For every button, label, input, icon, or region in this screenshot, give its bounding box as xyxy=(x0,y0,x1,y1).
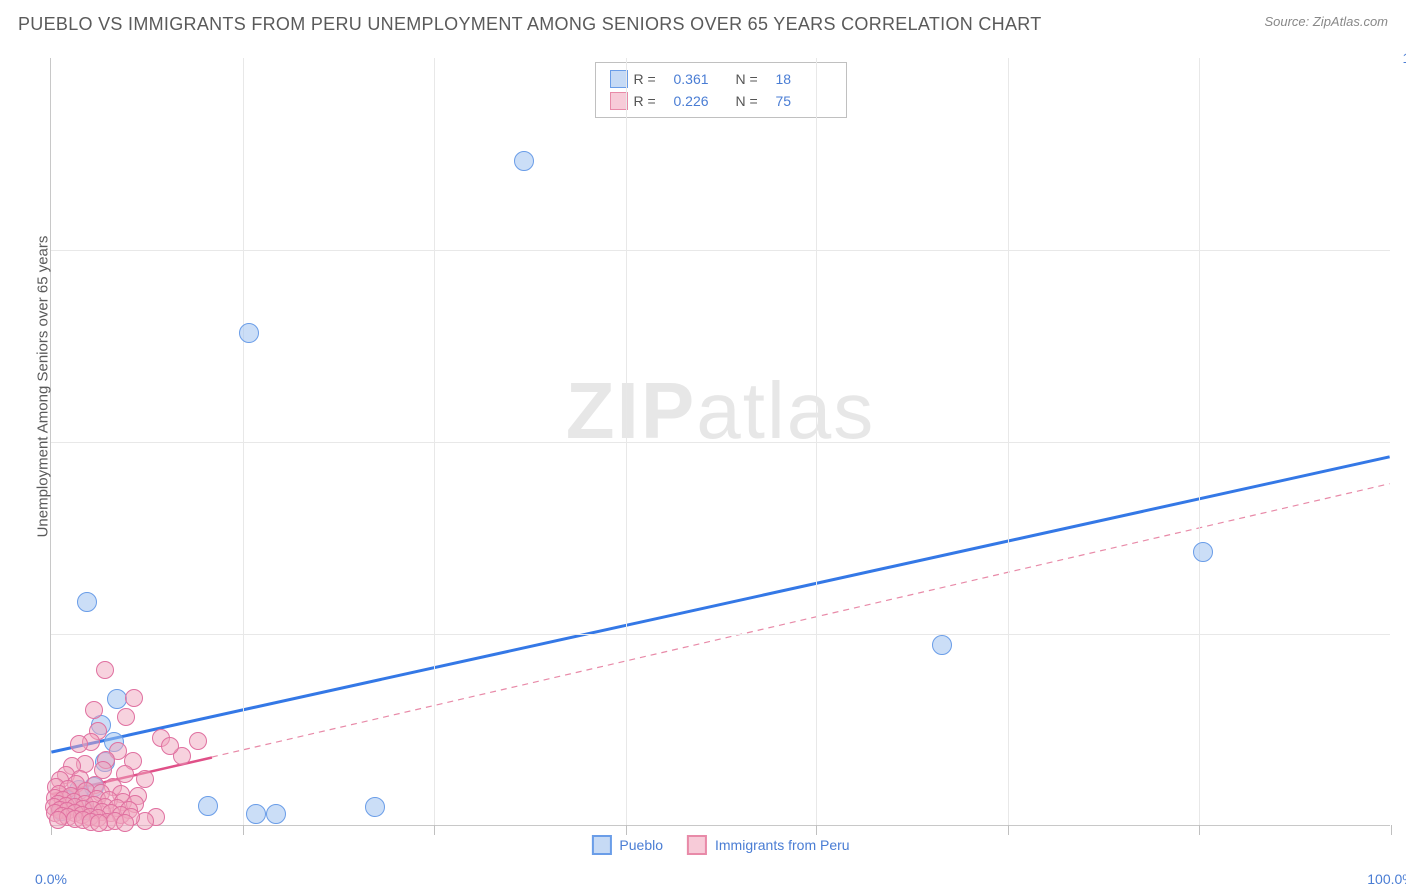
scatter-point-peru xyxy=(117,708,135,726)
scatter-point-peru xyxy=(116,814,134,832)
trend-line xyxy=(51,457,1389,752)
x-tick-label: 100.0% xyxy=(1367,871,1406,887)
scatter-point-pueblo xyxy=(107,689,127,709)
scatter-point-pueblo xyxy=(932,635,952,655)
x-tick-label: 0.0% xyxy=(35,871,67,887)
header: PUEBLO VS IMMIGRANTS FROM PERU UNEMPLOYM… xyxy=(0,0,1406,43)
gridline-v xyxy=(1199,58,1200,825)
source-label: Source: ZipAtlas.com xyxy=(1264,14,1388,29)
trend-line xyxy=(51,484,1389,795)
x-tick xyxy=(1008,825,1009,835)
scatter-point-peru xyxy=(125,689,143,707)
gridline-h xyxy=(51,442,1390,443)
legend-stats-row-pueblo: R = 0.361 N = 18 xyxy=(610,68,832,90)
scatter-point-pueblo xyxy=(77,592,97,612)
scatter-point-pueblo xyxy=(266,804,286,824)
scatter-point-pueblo xyxy=(198,796,218,816)
scatter-point-peru xyxy=(85,701,103,719)
legend-item-pueblo: Pueblo xyxy=(591,835,663,855)
scatter-point-peru xyxy=(49,811,67,829)
swatch-blue-icon xyxy=(610,70,628,88)
x-tick xyxy=(816,825,817,835)
scatter-point-pueblo xyxy=(1193,542,1213,562)
scatter-point-peru xyxy=(70,735,88,753)
scatter-point-peru xyxy=(136,770,154,788)
x-tick xyxy=(1199,825,1200,835)
chart-title: PUEBLO VS IMMIGRANTS FROM PERU UNEMPLOYM… xyxy=(18,14,1042,35)
x-tick xyxy=(626,825,627,835)
x-tick xyxy=(434,825,435,835)
scatter-point-peru xyxy=(189,732,207,750)
legend-series: Pueblo Immigrants from Peru xyxy=(591,835,849,855)
gridline-v xyxy=(1008,58,1009,825)
scatter-point-peru xyxy=(96,661,114,679)
gridline-h xyxy=(51,250,1390,251)
scatter-point-pueblo xyxy=(239,323,259,343)
watermark: ZIPatlas xyxy=(566,365,875,457)
legend-stats: R = 0.361 N = 18 R = 0.226 N = 75 xyxy=(595,62,847,118)
gridline-v xyxy=(243,58,244,825)
gridline-v xyxy=(434,58,435,825)
legend-stats-row-peru: R = 0.226 N = 75 xyxy=(610,90,832,112)
swatch-pink-icon xyxy=(610,92,628,110)
x-tick xyxy=(243,825,244,835)
y-tick-label: 100.0% xyxy=(1403,50,1406,66)
gridline-h xyxy=(51,634,1390,635)
y-axis-label: Unemployment Among Seniors over 65 years xyxy=(35,177,52,597)
scatter-point-pueblo xyxy=(246,804,266,824)
swatch-pink-icon xyxy=(687,835,707,855)
gridline-v xyxy=(816,58,817,825)
scatter-point-pueblo xyxy=(514,151,534,171)
swatch-blue-icon xyxy=(591,835,611,855)
scatter-point-peru xyxy=(90,814,108,832)
scatter-point-peru xyxy=(161,737,179,755)
chart-area: Unemployment Among Seniors over 65 years… xyxy=(50,58,1390,826)
gridline-v xyxy=(626,58,627,825)
x-tick xyxy=(1391,825,1392,835)
scatter-point-pueblo xyxy=(365,797,385,817)
legend-item-peru: Immigrants from Peru xyxy=(687,835,850,855)
